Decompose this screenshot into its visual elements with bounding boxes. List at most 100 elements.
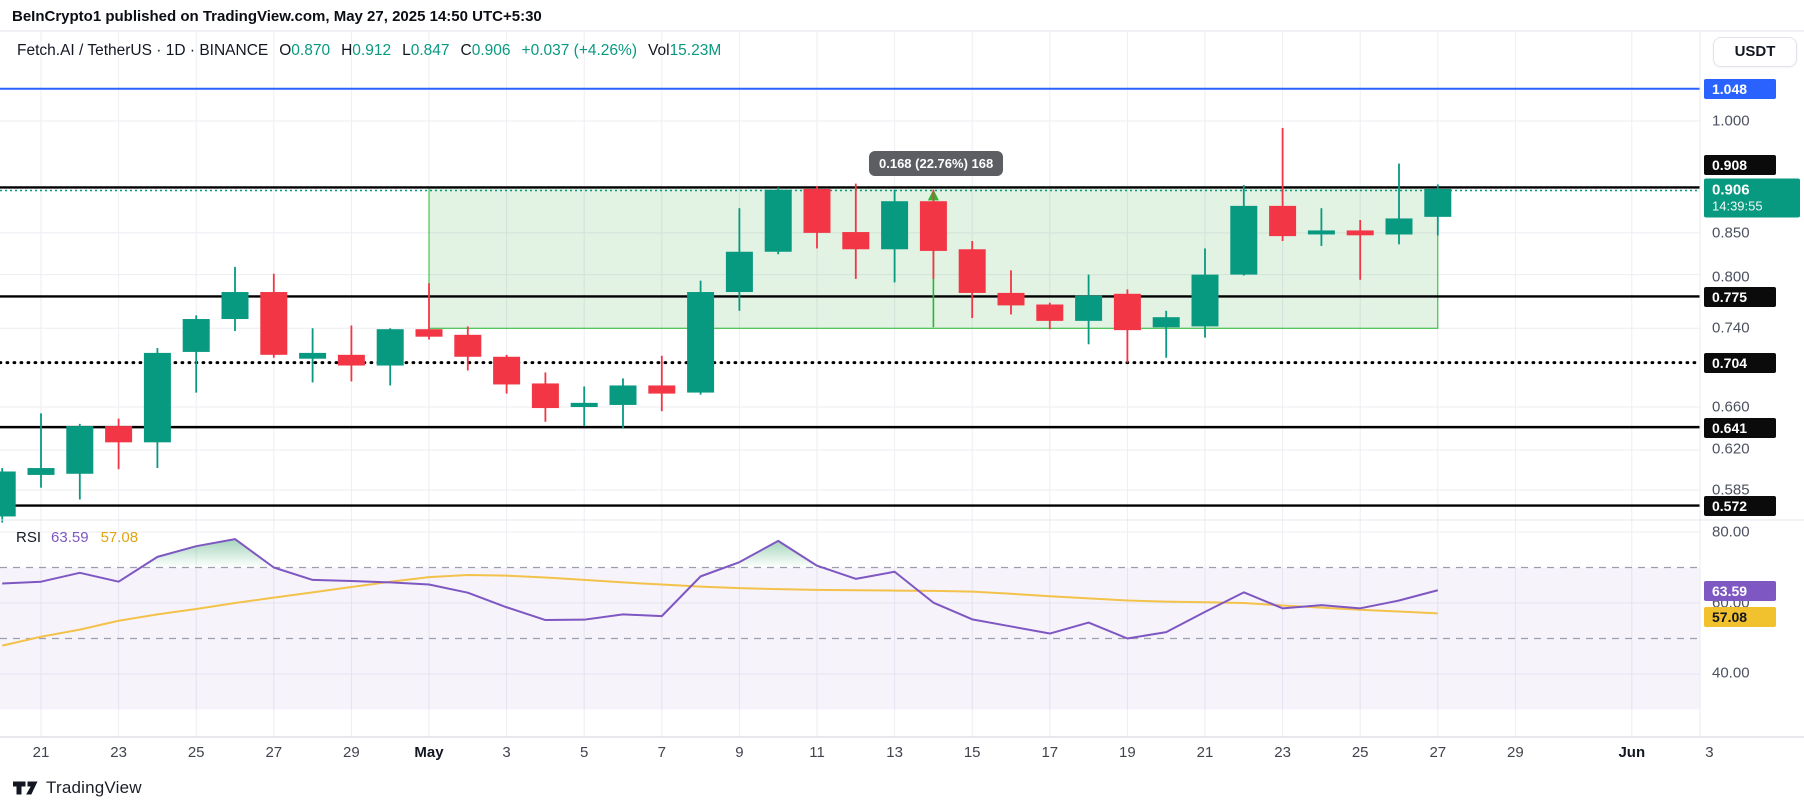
price-label-0.660: 0.660 <box>1712 398 1750 416</box>
time-label-21: 21 <box>1196 744 1214 761</box>
close-value: 0.906 <box>471 42 511 59</box>
price-label-0.850: 0.850 <box>1712 224 1750 242</box>
volume-value: 15.23M <box>669 42 722 59</box>
candle-may-25 <box>1346 220 1374 280</box>
price-label-40.00: 40.00 <box>1712 664 1750 682</box>
candle-apr-27 <box>260 273 288 358</box>
time-label-9: 9 <box>735 744 744 761</box>
candle-may-18 <box>1075 274 1103 345</box>
candle-may-24 <box>1307 208 1335 246</box>
time-label-3: 3 <box>502 744 511 761</box>
time-label-17: 17 <box>1041 744 1059 761</box>
low-value: 0.847 <box>410 42 450 59</box>
candle-may-22 <box>1230 185 1258 276</box>
candle-may-20 <box>1152 310 1180 358</box>
candle-apr-26 <box>221 266 249 332</box>
candle-may-16 <box>997 270 1025 315</box>
tradingview-logo-icon <box>13 781 38 795</box>
candle-may-3 <box>493 354 521 394</box>
candle-may-8 <box>687 280 715 395</box>
time-label-5: 5 <box>580 744 589 761</box>
open-value: 0.870 <box>291 42 331 59</box>
rsi-ma-line <box>1 573 1438 647</box>
time-label-11: 11 <box>809 744 825 761</box>
candle-may-23 <box>1269 127 1297 242</box>
candle-may-10 <box>764 187 792 255</box>
time-label-25: 25 <box>187 744 205 761</box>
price-label-80.00: 80.00 <box>1712 523 1750 541</box>
time-label-15: 15 <box>963 744 981 761</box>
candle-may-6 <box>609 378 637 429</box>
candle-may-14 <box>919 189 947 279</box>
rsi-value: 63.59 <box>51 529 89 546</box>
candle-may-15 <box>958 241 986 319</box>
candle-may-17 <box>1036 302 1064 330</box>
price-label-0.704: 0.704 <box>1704 353 1776 373</box>
high-value: 0.912 <box>352 42 392 59</box>
candle-may-12 <box>842 183 870 279</box>
candle-apr-21 <box>27 413 55 488</box>
candle-apr-24 <box>143 348 171 469</box>
symbol-name: Fetch.AI / TetherUS · 1D · BINANCE <box>17 42 269 59</box>
candle-apr-20 <box>0 468 16 523</box>
time-label-25: 25 <box>1351 744 1369 761</box>
candle-may-7 <box>648 355 676 412</box>
candle-apr-23 <box>105 418 133 470</box>
price-label-0.740: 0.740 <box>1712 319 1750 337</box>
candle-apr-29 <box>337 325 365 382</box>
price-label-1.000: 1.000 <box>1712 112 1750 130</box>
candles <box>0 127 1452 523</box>
rsi-line <box>2 538 1439 640</box>
currency-toggle-button[interactable]: USDT <box>1713 37 1797 67</box>
low-label: L <box>402 42 411 59</box>
candle-may-26 <box>1385 163 1413 245</box>
change-value: +0.037 (+4.26%) <box>521 42 637 59</box>
price-label-0.572: 0.572 <box>1704 496 1776 516</box>
price-label-1.048: 1.048 <box>1704 79 1776 99</box>
rsi-title: RSI <box>16 529 42 546</box>
close-label: C <box>460 42 472 59</box>
candle-apr-28 <box>299 328 327 383</box>
price-label-57.08: 57.08 <box>1704 607 1776 627</box>
volume-label: Vol <box>648 42 670 59</box>
time-label-27: 27 <box>265 744 283 761</box>
candle-apr-25 <box>182 315 210 393</box>
measure-tooltip: 0.168 (22.76%) 168 <box>869 151 1004 176</box>
candle-apr-22 <box>66 423 94 500</box>
time-label-27: 27 <box>1429 744 1447 761</box>
time-label-Jun: Jun <box>1618 744 1646 761</box>
candle-may-13 <box>881 189 909 283</box>
candle-may-21 <box>1191 248 1219 338</box>
tradingview-logo-text: TradingView <box>46 778 142 797</box>
time-label-19: 19 <box>1119 744 1136 761</box>
time-label-23: 23 <box>110 744 127 761</box>
candle-may-9 <box>725 208 753 311</box>
time-label-29: 29 <box>1507 744 1524 761</box>
price-label-0.908: 0.908 <box>1704 155 1776 175</box>
price-label-0.775: 0.775 <box>1704 287 1776 307</box>
high-label: H <box>341 42 353 59</box>
price-label-0.620: 0.620 <box>1712 440 1750 458</box>
symbol-legend[interactable]: Fetch.AI / TetherUS · 1D · BINANCE O0.870… <box>17 42 721 60</box>
price-label-63.59: 63.59 <box>1704 581 1776 601</box>
time-label-29: 29 <box>343 744 360 761</box>
time-label-21: 21 <box>32 744 50 761</box>
price-label-0.585: 0.585 <box>1712 481 1750 499</box>
open-label: O <box>279 42 292 59</box>
time-label-13: 13 <box>886 744 903 761</box>
page-title: BeInCrypto1 published on TradingView.com… <box>12 8 542 25</box>
candle-may-27 <box>1424 184 1452 236</box>
candle-may-2 <box>454 326 482 371</box>
candle-may-11 <box>803 185 831 249</box>
tradingview-logo[interactable]: TradingView <box>13 778 142 798</box>
candle-may-1 <box>415 283 443 340</box>
time-label-23: 23 <box>1274 744 1291 761</box>
time-label-May: May <box>414 744 444 761</box>
price-label-0.641: 0.641 <box>1704 418 1776 438</box>
candle-apr-30 <box>376 328 404 386</box>
rsi-legend[interactable]: RSI 63.59 57.08 <box>16 529 138 546</box>
time-label-7: 7 <box>657 744 666 761</box>
time-label-3: 3 <box>1705 744 1714 761</box>
rsi-overbought-fill <box>140 539 823 568</box>
